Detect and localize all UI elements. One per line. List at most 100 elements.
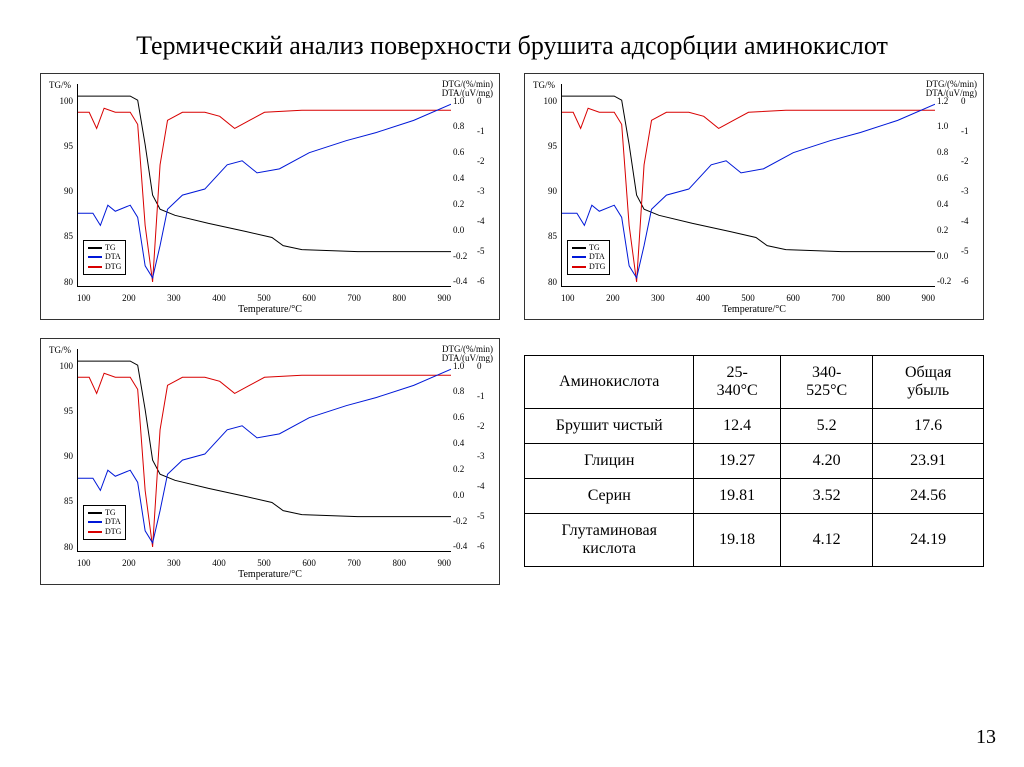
tick-label: 0.0 xyxy=(937,251,957,261)
thermal-chart-3: TG/% DTG/(%/min) DTA/(uV/mg) 10095908580… xyxy=(40,338,500,585)
dtg-ticks: 0-1-2-3-4-5-6 xyxy=(477,96,497,287)
legend-swatch xyxy=(88,521,102,523)
x-label: Temperature/°C xyxy=(238,304,302,315)
table-body: Брушит чистый12.45.217.6Глицин19.274.202… xyxy=(525,409,984,567)
left-ticks: 10095908580 xyxy=(527,96,557,287)
tick-label: 100 xyxy=(43,361,73,371)
tick-label: 900 xyxy=(438,558,452,568)
tick-label: 85 xyxy=(527,231,557,241)
tick-label: -3 xyxy=(477,451,497,461)
tick-label: 200 xyxy=(606,293,620,303)
tick-label: -4 xyxy=(961,216,981,226)
tick-label: 0 xyxy=(477,361,497,371)
tick-label: 500 xyxy=(257,293,271,303)
tick-label: 700 xyxy=(347,558,361,568)
tick-label: 700 xyxy=(831,293,845,303)
tick-label: 400 xyxy=(212,558,226,568)
curves-svg xyxy=(78,84,451,286)
legend-label: TG xyxy=(589,243,600,253)
tick-label: 100 xyxy=(77,558,91,568)
tick-label: 400 xyxy=(212,293,226,303)
table-row: Серин19.813.5224.56 xyxy=(525,479,984,514)
tick-label: 100 xyxy=(527,96,557,106)
dta-ticks: 1.00.80.60.40.20.0-0.2-0.4 xyxy=(453,96,473,287)
legend-entry: TG xyxy=(88,243,121,253)
tick-label: 300 xyxy=(167,558,181,568)
y-left-label: TG/% xyxy=(533,80,555,90)
legend-label: DTG xyxy=(105,527,121,537)
table-cell: 23.91 xyxy=(873,444,984,479)
table-cell: 19.27 xyxy=(694,444,780,479)
tick-label: 0.4 xyxy=(453,438,473,448)
table-cell: 5.2 xyxy=(780,409,873,444)
tick-label: 900 xyxy=(438,293,452,303)
table-row: Глицин19.274.2023.91 xyxy=(525,444,984,479)
table-cell: 4.20 xyxy=(780,444,873,479)
legend-label: TG xyxy=(105,243,116,253)
legend-label: DTA xyxy=(105,252,121,262)
left-ticks: 10095908580 xyxy=(43,361,73,552)
tick-label: 0.0 xyxy=(453,225,473,235)
tick-label: 100 xyxy=(561,293,575,303)
table-header-cell: 25-340°С xyxy=(694,356,780,409)
legend-entry: DTG xyxy=(88,527,121,537)
curves-svg xyxy=(78,349,451,551)
tick-label: 900 xyxy=(922,293,936,303)
tick-label: 95 xyxy=(527,141,557,151)
tick-label: 300 xyxy=(167,293,181,303)
tick-label: 0.6 xyxy=(937,173,957,183)
tick-label: -3 xyxy=(477,186,497,196)
tg-curve xyxy=(78,361,451,517)
legend: TGDTADTG xyxy=(83,505,126,540)
legend-swatch xyxy=(88,512,102,514)
dtg-curve xyxy=(562,108,935,282)
tick-label: 0.2 xyxy=(937,225,957,235)
legend-label: DTG xyxy=(589,262,605,272)
legend-entry: DTA xyxy=(572,252,605,262)
table-cell: 19.18 xyxy=(694,514,780,567)
table-cell: 24.19 xyxy=(873,514,984,567)
tg-curve xyxy=(562,96,935,252)
tick-label: 0.2 xyxy=(453,199,473,209)
dta-ticks: 1.00.80.60.40.20.0-0.2-0.4 xyxy=(453,361,473,552)
tick-label: 100 xyxy=(43,96,73,106)
table-cell: Серин xyxy=(525,479,694,514)
tick-label: -6 xyxy=(477,541,497,551)
legend-label: DTA xyxy=(105,517,121,527)
table-cell: 24.56 xyxy=(873,479,984,514)
tick-label: -5 xyxy=(961,246,981,256)
dtg-ticks: 0-1-2-3-4-5-6 xyxy=(477,361,497,552)
tick-label: 0 xyxy=(477,96,497,106)
tick-label: -2 xyxy=(477,156,497,166)
tick-label: 80 xyxy=(43,542,73,552)
dta-ticks: 1.21.00.80.60.40.20.0-0.2 xyxy=(937,96,957,287)
data-table-cell: Аминокислота25-340°С340-525°СОбщая убыль… xyxy=(524,338,984,585)
tick-label: 0.4 xyxy=(937,199,957,209)
legend-swatch xyxy=(88,531,102,533)
tick-label: -5 xyxy=(477,246,497,256)
legend-label: TG xyxy=(105,508,116,518)
table-header-cell: Аминокислота xyxy=(525,356,694,409)
page-number: 13 xyxy=(976,726,996,749)
tick-label: 1.0 xyxy=(453,361,473,371)
table-row: Брушит чистый12.45.217.6 xyxy=(525,409,984,444)
tick-label: -2 xyxy=(477,421,497,431)
legend: TGDTADTG xyxy=(83,240,126,275)
table-header-cell: Общая убыль xyxy=(873,356,984,409)
table-cell: 3.52 xyxy=(780,479,873,514)
tick-label: 600 xyxy=(786,293,800,303)
tick-label: 95 xyxy=(43,406,73,416)
legend-swatch xyxy=(88,256,102,258)
tick-label: 0.8 xyxy=(937,147,957,157)
tick-label: -2 xyxy=(961,156,981,166)
x-ticks: 100200300400500600700800900 xyxy=(561,293,935,303)
tick-label: 1.2 xyxy=(937,96,957,106)
tick-label: -1 xyxy=(961,126,981,136)
tick-label: -0.2 xyxy=(453,251,473,261)
tick-label: 300 xyxy=(651,293,665,303)
tick-label: -3 xyxy=(961,186,981,196)
tick-label: 85 xyxy=(43,231,73,241)
tick-label: 0 xyxy=(961,96,981,106)
thermal-chart-2: TG/% DTG/(%/min) DTA/(uV/mg) 10095908580… xyxy=(524,73,984,320)
tick-label: 0.4 xyxy=(453,173,473,183)
